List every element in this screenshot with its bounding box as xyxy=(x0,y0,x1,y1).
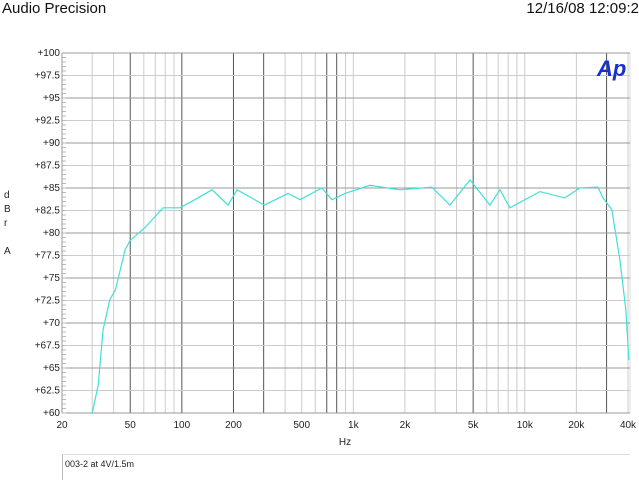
y-label-letter: r xyxy=(4,218,8,229)
y-label-letter: d xyxy=(4,190,10,201)
x-tick-label: 200 xyxy=(225,420,242,431)
y-tick-label: +80 xyxy=(43,228,60,239)
y-tick-label: +97.5 xyxy=(35,71,61,82)
y-tick-label: +67.5 xyxy=(35,341,61,352)
y-tick-label: +75 xyxy=(43,273,60,284)
x-tick-label: 2k xyxy=(400,420,412,431)
x-tick-label: 20 xyxy=(56,420,68,431)
timestamp: 12/16/08 12:09:2 xyxy=(526,0,639,17)
x-tick-label: 500 xyxy=(293,420,310,431)
y-tick-label: +92.5 xyxy=(35,116,61,127)
x-tick-label: 5k xyxy=(468,420,480,431)
y-tick-label: +60 xyxy=(43,408,60,419)
y-tick-label: +72.5 xyxy=(35,296,61,307)
y-tick-label: +70 xyxy=(43,318,60,329)
x-axis-label: Hz xyxy=(339,437,351,448)
y-label-letter: B xyxy=(4,204,11,215)
x-tick-label: 1k xyxy=(348,420,360,431)
series-line xyxy=(91,178,630,414)
y-label-letter: A xyxy=(4,246,11,257)
x-tick-label: 100 xyxy=(174,420,191,431)
x-tick-label: 20k xyxy=(568,420,585,431)
y-tick-label: +87.5 xyxy=(35,161,61,172)
app-title: Audio Precision xyxy=(2,0,107,17)
y-tick-label: +82.5 xyxy=(35,206,61,217)
y-tick-label: +62.5 xyxy=(35,386,61,397)
y-tick-label: +90 xyxy=(43,138,60,149)
y-tick-label: +85 xyxy=(43,183,60,194)
x-tick-label: 40k xyxy=(620,420,637,431)
y-tick-label: +77.5 xyxy=(35,251,61,262)
x-tick-label: 50 xyxy=(125,420,137,431)
legend: 003-2 at 4V/1.5m xyxy=(62,454,630,480)
legend-entry: 003-2 at 4V/1.5m xyxy=(65,459,135,469)
x-tick-label: 10k xyxy=(517,420,534,431)
ap-logo: Ap xyxy=(596,56,626,81)
y-tick-label: +95 xyxy=(43,93,60,104)
y-tick-label: +100 xyxy=(37,48,60,59)
y-tick-label: +65 xyxy=(43,363,60,374)
